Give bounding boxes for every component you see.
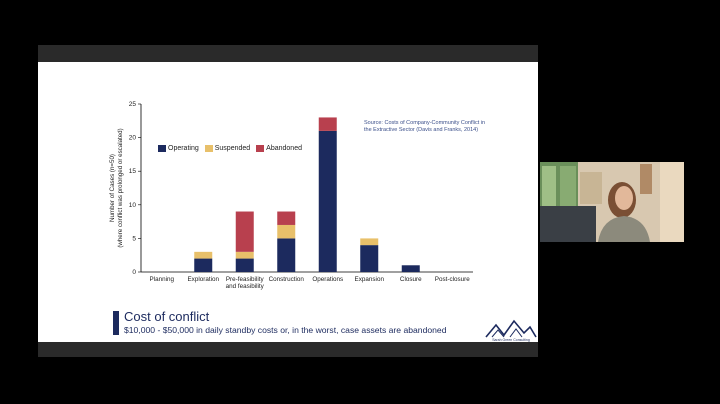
legend-label-abandoned: Abandoned (266, 145, 302, 152)
conclusion-accent-bar (113, 311, 119, 335)
conclusion-title: Cost of conflict (124, 309, 210, 324)
y-axis-label-line-2: (where conflict was prolonged or escalat… (117, 128, 124, 247)
bar-abandoned-3 (277, 211, 296, 225)
legend-item-suspended: Suspended (204, 145, 251, 152)
stacked-bar-chart: 0 5 10 15 20 25 Number of Cases (n=50) (where c… (109, 101, 473, 290)
presentation-slide: 0 5 10 15 20 25 Number of Cases (n=50) (where c… (38, 62, 538, 342)
bar-abandoned-2 (235, 211, 254, 252)
y-tick-label-25: 25 (129, 101, 137, 108)
y-tick-label-10: 10 (129, 202, 137, 209)
y-tick-label-0: 0 (132, 269, 136, 276)
y-axis-label-line-1: Number of Cases (n=50) (109, 154, 116, 222)
mountain-logo-icon (485, 319, 537, 338)
legend-item-abandoned: Abandoned (256, 145, 302, 152)
source-line-1: Source: Costs of Company-Community Confl… (364, 120, 486, 126)
legend-label-operating: Operating (168, 145, 199, 152)
y-tick-label-5: 5 (132, 235, 136, 242)
source-citation: Source: Costs of Company-Community Confl… (364, 120, 514, 134)
x-tick-label-3-0: Construction (269, 276, 305, 283)
y-tick-label-15: 15 (129, 168, 137, 175)
x-tick-label-1-0: Exploration (187, 276, 219, 283)
x-tick-label-4-0: Operations (312, 276, 343, 283)
bar-operating-3 (277, 238, 296, 272)
bar-operating-2 (235, 258, 254, 272)
source-line-2: the Extractive Sector (Davis and Franks,… (364, 127, 479, 133)
bar-suspended-5 (360, 238, 379, 246)
bar-suspended-2 (235, 251, 254, 259)
bar-suspended-3 (277, 224, 296, 239)
chart-legend: Operating Suspended Abandoned (158, 145, 302, 152)
x-tick-label-6-0: Closure (400, 276, 422, 283)
bar-operating-5 (360, 245, 379, 272)
legend-swatch-operating (158, 145, 166, 152)
x-tick-label-2-1: and feasibility (226, 283, 265, 290)
x-tick-label-5-0: Expansion (355, 276, 385, 283)
bar-suspended-1 (194, 251, 213, 259)
x-tick-label-0-0: Planning (149, 276, 174, 283)
legend-item-operating: Operating (158, 145, 199, 152)
legend-swatch-abandoned (256, 145, 265, 152)
x-tick-label-2-0: Pre-feasibility (226, 276, 265, 283)
y-tick-label-20: 20 (129, 135, 137, 142)
webcam-video-feed (540, 162, 684, 242)
bar-operating-1 (194, 258, 213, 272)
webcam-scene (540, 162, 684, 242)
bar-abandoned-4 (318, 117, 337, 131)
legend-label-suspended: Suspended (214, 145, 251, 152)
bar-operating-6 (401, 265, 420, 272)
x-tick-label-7-0: Post-closure (435, 276, 470, 283)
legend-swatch-suspended (204, 145, 213, 152)
conclusion-body: $10,000 - $50,000 in daily standby costs… (124, 325, 447, 335)
logo-text: Sarah Green Consulting (492, 338, 530, 342)
bar-operating-4 (318, 130, 337, 272)
